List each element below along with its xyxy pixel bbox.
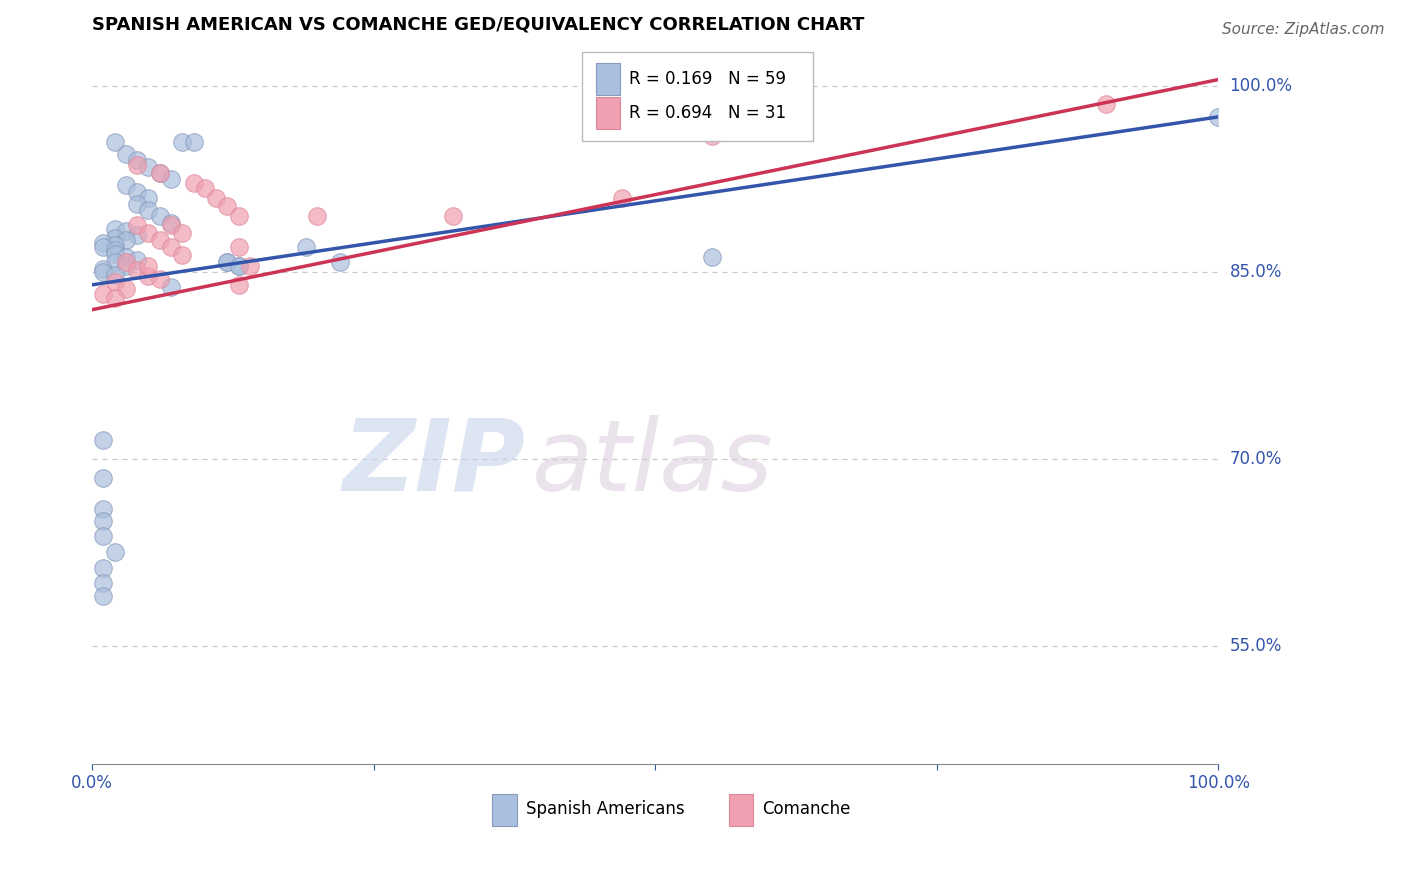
Point [93, 434, 115, 448]
Text: ZIP: ZIP [343, 415, 526, 512]
Point [160, 280, 183, 294]
Text: 85.0%: 85.0% [1230, 263, 1282, 281]
Point [149, 166, 172, 180]
Point [172, 135, 194, 149]
Point [115, 259, 138, 273]
Point [104, 292, 127, 306]
Point [115, 255, 138, 269]
Point [217, 199, 239, 213]
Point [307, 210, 329, 224]
FancyBboxPatch shape [582, 52, 813, 142]
Point [160, 218, 183, 232]
Point [1208, 110, 1230, 124]
Text: atlas: atlas [531, 415, 773, 512]
Point [104, 246, 127, 260]
Point [115, 147, 138, 161]
Point [228, 259, 250, 273]
Point [127, 158, 149, 172]
Point [127, 252, 149, 267]
Point [228, 240, 250, 254]
Text: Spanish Americans: Spanish Americans [526, 800, 685, 818]
Point [93, 576, 115, 591]
Point [104, 545, 127, 559]
Point [295, 240, 318, 254]
Point [138, 203, 160, 218]
Y-axis label: GED/Equivalency: GED/Equivalency [0, 335, 8, 477]
Point [93, 235, 115, 250]
Text: 55.0%: 55.0% [1230, 637, 1282, 655]
Point [149, 210, 172, 224]
Point [610, 191, 633, 205]
Point [138, 259, 160, 273]
Point [93, 286, 115, 301]
Point [127, 263, 149, 277]
Point [138, 191, 160, 205]
FancyBboxPatch shape [596, 63, 620, 95]
Text: 70.0%: 70.0% [1230, 450, 1282, 468]
FancyBboxPatch shape [492, 795, 517, 826]
Point [104, 255, 127, 269]
Point [127, 197, 149, 211]
Point [115, 251, 138, 265]
Point [194, 181, 217, 195]
Point [1095, 97, 1118, 112]
Text: R = 0.169   N = 59: R = 0.169 N = 59 [630, 70, 786, 88]
Point [93, 561, 115, 575]
Point [93, 589, 115, 603]
Point [329, 255, 352, 269]
Point [115, 224, 138, 238]
Point [183, 135, 205, 149]
Point [93, 261, 115, 276]
Text: SPANISH AMERICAN VS COMANCHE GED/EQUIVALENCY CORRELATION CHART: SPANISH AMERICAN VS COMANCHE GED/EQUIVAL… [93, 15, 865, 33]
Point [127, 227, 149, 242]
Point [239, 259, 262, 273]
Point [138, 269, 160, 284]
Point [217, 255, 239, 269]
Point [93, 240, 115, 254]
Point [93, 529, 115, 543]
Point [104, 222, 127, 236]
Point [127, 218, 149, 232]
Point [172, 226, 194, 240]
Point [700, 251, 723, 265]
Point [115, 233, 138, 247]
Point [160, 216, 183, 230]
Point [172, 248, 194, 262]
Point [205, 191, 228, 205]
Point [93, 514, 115, 528]
Point [115, 178, 138, 193]
Point [93, 501, 115, 516]
Text: Comanche: Comanche [762, 800, 851, 818]
Point [93, 470, 115, 484]
Point [127, 185, 149, 199]
Point [104, 238, 127, 252]
Point [115, 281, 138, 295]
Point [228, 277, 250, 292]
Point [138, 160, 160, 174]
FancyBboxPatch shape [596, 97, 620, 128]
Point [441, 210, 464, 224]
Text: 100.0%: 100.0% [1230, 77, 1292, 95]
Point [160, 240, 183, 254]
Point [228, 259, 250, 273]
Point [104, 275, 127, 289]
Text: R = 0.694   N = 31: R = 0.694 N = 31 [630, 103, 786, 122]
Point [149, 233, 172, 247]
Text: Source: ZipAtlas.com: Source: ZipAtlas.com [1222, 22, 1385, 37]
Point [149, 166, 172, 180]
Point [127, 153, 149, 168]
FancyBboxPatch shape [728, 795, 754, 826]
Point [228, 210, 250, 224]
Point [149, 271, 172, 285]
Point [104, 268, 127, 282]
Point [138, 226, 160, 240]
Point [183, 176, 205, 190]
Point [93, 265, 115, 279]
Point [104, 243, 127, 257]
Point [160, 172, 183, 186]
Point [217, 255, 239, 269]
Point [104, 135, 127, 149]
Point [104, 230, 127, 244]
Point [700, 128, 723, 143]
